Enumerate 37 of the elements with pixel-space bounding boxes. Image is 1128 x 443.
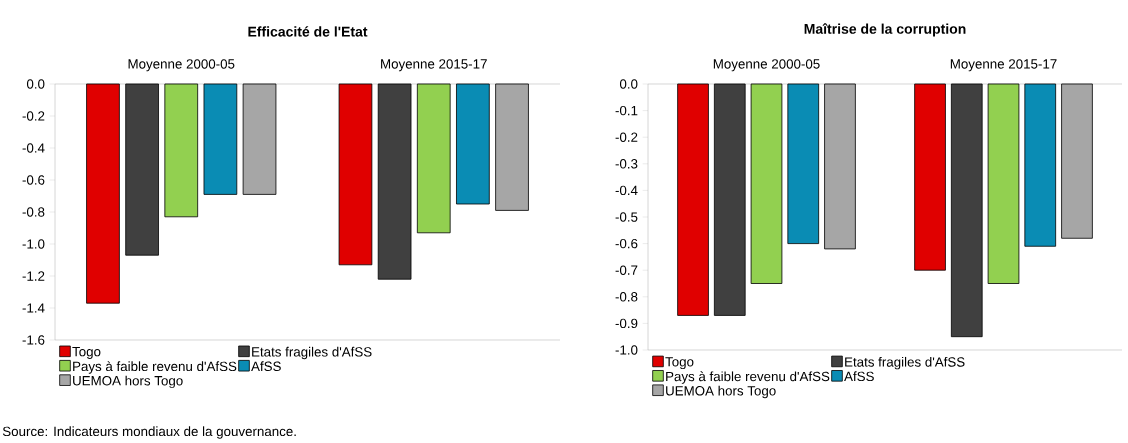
y-tick-label: -0.8 (22, 207, 45, 217)
y-tick-label: 0.0 (619, 79, 638, 89)
legend-label: UEMOA hors Togo (666, 385, 776, 399)
y-tick-label: -0.2 (615, 132, 638, 142)
source-note: Source: Indicateurs mondiaux de la gouvernance. (2, 426, 296, 439)
y-tick-label: -0.6 (22, 175, 45, 185)
legend-label: Togo (72, 347, 101, 359)
y-tick-label: -0.4 (22, 143, 45, 153)
x-tick-label: Moyenne 2000-05 (128, 59, 235, 72)
y-tick-label: -0.1 (615, 105, 638, 116)
chart-title: Maîtrise de la corruption (804, 23, 966, 37)
y-tick-label: -0.4 (615, 185, 638, 196)
y-tick-label: -0.9 (615, 318, 638, 329)
legend-label: AfSS (251, 361, 281, 372)
legend-label: Etats fragiles d'AfSS (252, 346, 372, 360)
x-tick-label: Moyenne 2015-17 (381, 59, 487, 72)
y-tick-label: -1.2 (22, 271, 45, 281)
y-tick-label: -0.7 (615, 265, 638, 275)
y-tick-label: 0.0 (26, 79, 45, 89)
y-tick-label: -0.8 (615, 292, 638, 302)
y-tick-label: -0.3 (615, 159, 638, 169)
legend-label: Pays à faible revenu d'AfSS (666, 371, 830, 384)
legend-label: AfSS (844, 371, 874, 382)
legend-label: Pays à faible revenu d'AfSS (73, 361, 237, 374)
y-tick-label: -0.6 (615, 238, 638, 249)
legend-label: Togo (665, 357, 694, 370)
y-tick-label: -0.5 (615, 212, 638, 222)
x-tick-label: Moyenne 2000-05 (713, 59, 820, 72)
chart-title: Efficacité de l'Etat (248, 26, 368, 37)
y-tick-label: -1.6 (22, 335, 45, 345)
legend-label: Etats fragiles d'AfSS (845, 356, 965, 370)
y-tick-label: -0.2 (22, 111, 45, 121)
legend-label: UEMOA hors Togo (73, 375, 183, 389)
y-tick-label: -1.0 (22, 239, 45, 249)
y-tick-label: -1.4 (22, 303, 45, 313)
y-tick-label: -1.0 (615, 345, 638, 355)
x-tick-label: Moyenne 2015-17 (950, 59, 1057, 72)
